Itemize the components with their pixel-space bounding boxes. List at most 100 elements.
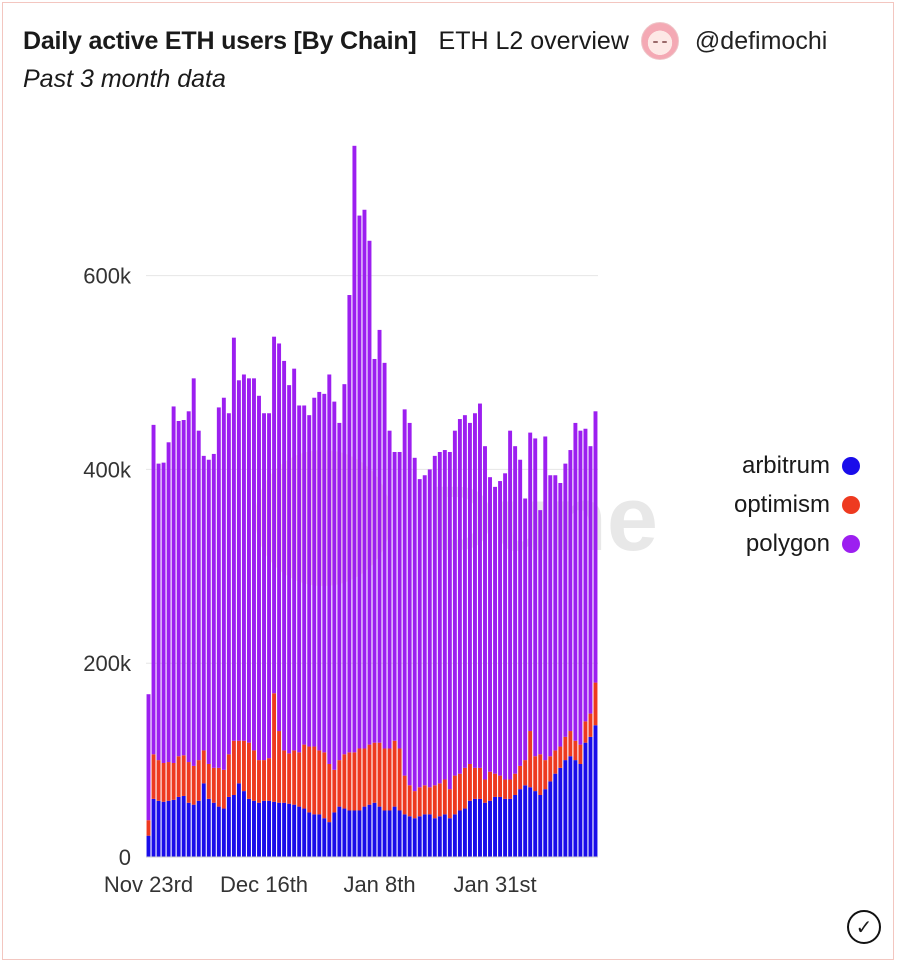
bar-optimism <box>493 773 498 797</box>
bar-arbitrum <box>518 789 523 857</box>
bar-arbitrum <box>372 802 377 857</box>
bar-polygon <box>196 430 201 761</box>
bar-optimism <box>523 760 528 786</box>
bar-optimism <box>171 763 176 800</box>
bar-polygon <box>432 455 437 786</box>
bar-optimism <box>412 791 417 819</box>
legend-item-arbitrum[interactable]: arbitrum <box>690 446 860 485</box>
bar-optimism <box>578 744 583 764</box>
bar-polygon <box>186 411 191 763</box>
bar-arbitrum <box>277 802 282 857</box>
bar-polygon <box>317 391 322 751</box>
bar-arbitrum <box>347 810 352 857</box>
bar-optimism <box>573 740 578 761</box>
bar-arbitrum <box>422 814 427 857</box>
bar-polygon <box>382 362 387 749</box>
bar-arbitrum <box>457 810 462 857</box>
bar-optimism <box>302 744 307 809</box>
bar-arbitrum <box>402 814 407 857</box>
chart-description: Past 3 month data <box>23 65 226 93</box>
bar-polygon <box>307 415 312 747</box>
bar-arbitrum <box>312 814 317 857</box>
bar-optimism <box>437 783 442 817</box>
bar-polygon <box>462 415 467 768</box>
author-avatar[interactable] <box>640 22 679 60</box>
bar-polygon <box>488 477 492 772</box>
y-tick-label: 200k <box>83 651 132 676</box>
bar-arbitrum <box>583 742 588 857</box>
checkmark-icon[interactable]: ✓ <box>847 910 881 944</box>
y-tick-label: 0 <box>119 845 131 870</box>
bar-arbitrum <box>241 791 246 857</box>
bar-optimism <box>201 750 206 784</box>
bar-arbitrum <box>493 796 498 857</box>
bar-optimism <box>447 789 452 819</box>
bar-optimism <box>322 752 327 819</box>
bar-polygon <box>377 329 382 743</box>
bar-arbitrum <box>437 816 442 857</box>
bar-polygon <box>558 483 563 747</box>
bar-polygon <box>412 457 417 792</box>
dashboard-link[interactable]: ETH L2 overview <box>438 26 629 55</box>
bar-polygon <box>442 450 447 780</box>
bar-polygon <box>257 395 261 761</box>
bar-optimism <box>347 752 352 811</box>
bar-optimism <box>166 762 171 801</box>
bar-arbitrum <box>462 808 467 857</box>
bar-arbitrum <box>543 789 548 857</box>
legend-item-polygon[interactable]: polygon <box>690 524 860 563</box>
bar-optimism <box>372 742 377 803</box>
bar-arbitrum <box>523 785 528 857</box>
bar-optimism <box>206 763 211 799</box>
bar-arbitrum <box>151 798 156 857</box>
bar-polygon <box>221 397 226 770</box>
bar-optimism <box>161 763 166 802</box>
bar-optimism <box>337 760 342 807</box>
bar-optimism <box>221 769 226 809</box>
legend-item-optimism[interactable]: optimism <box>690 485 860 524</box>
bar-arbitrum <box>573 760 578 857</box>
bar-optimism <box>473 767 477 799</box>
bar-optimism <box>503 779 508 799</box>
bar-arbitrum <box>272 801 277 857</box>
bar-polygon <box>201 455 206 751</box>
bar-optimism <box>432 785 437 819</box>
bar-arbitrum <box>498 796 503 857</box>
bar-optimism <box>277 731 282 803</box>
bar-arbitrum <box>447 818 452 857</box>
bar-optimism <box>488 771 492 801</box>
bar-optimism <box>563 736 568 761</box>
bar-optimism <box>216 767 221 807</box>
bar-arbitrum <box>513 794 518 857</box>
bar-polygon <box>523 498 528 761</box>
bar-polygon <box>166 442 171 763</box>
bar-polygon <box>241 374 246 741</box>
bar-polygon <box>191 378 196 766</box>
bar-arbitrum <box>287 803 292 857</box>
bar-polygon <box>387 430 392 749</box>
bar-arbitrum <box>146 835 151 857</box>
bar-arbitrum <box>432 818 437 857</box>
bar-optimism <box>287 753 292 804</box>
bar-polygon <box>563 463 568 737</box>
bar-optimism <box>292 750 297 805</box>
bar-optimism <box>282 750 287 803</box>
bar-polygon <box>533 438 538 757</box>
bar-optimism <box>427 787 432 815</box>
author-handle[interactable]: @defimochi <box>694 26 828 55</box>
bar-optimism <box>513 773 518 795</box>
bar-polygon <box>367 240 372 745</box>
legend-dot-optimism <box>842 495 860 514</box>
bar-arbitrum <box>231 794 236 857</box>
bar-arbitrum <box>593 725 598 857</box>
legend-label-arbitrum: arbitrum <box>741 451 830 479</box>
bar-optimism <box>462 767 467 809</box>
bar-optimism <box>257 760 261 803</box>
bar-optimism <box>392 740 397 807</box>
bar-optimism <box>442 779 447 815</box>
bar-arbitrum <box>211 802 216 857</box>
bar-polygon <box>236 380 241 741</box>
bar-arbitrum <box>181 795 186 857</box>
bar-polygon <box>402 409 407 776</box>
y-tick-label: 600k <box>83 264 132 289</box>
